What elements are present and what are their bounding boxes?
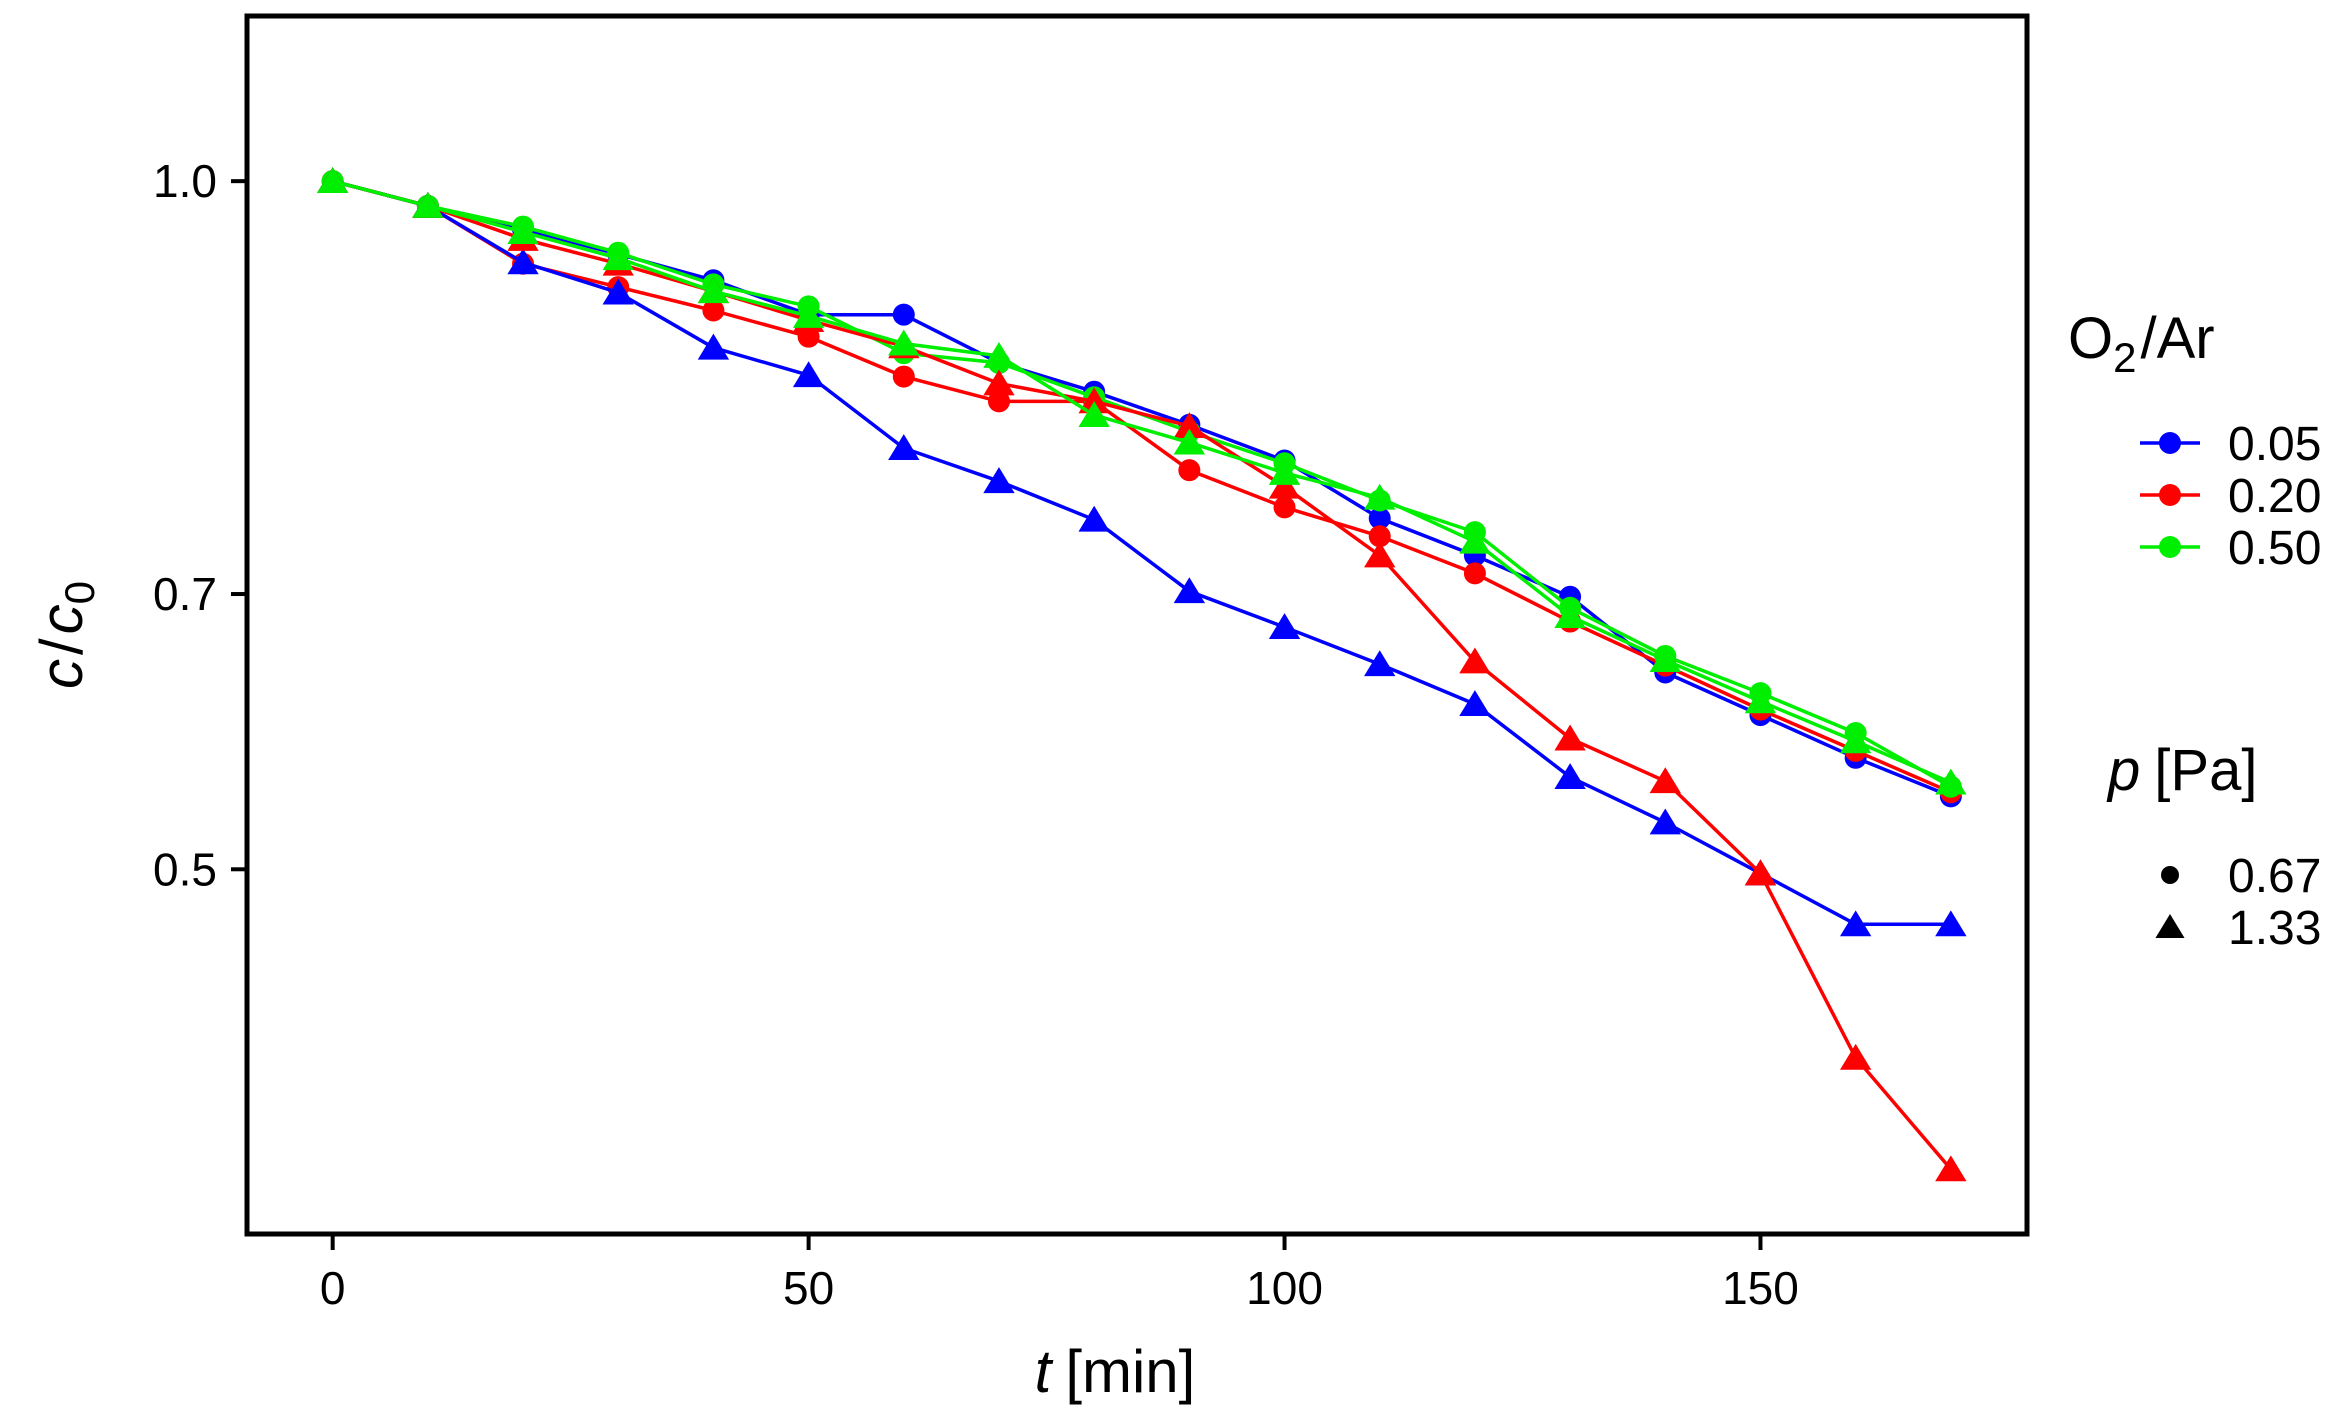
y-axis-ticks: 0.5 0.7 1.0 — [153, 155, 247, 895]
data-point — [1649, 808, 1681, 835]
data-point — [1839, 910, 1872, 937]
legend-entry-0.50: 0.50 — [2140, 522, 2321, 575]
data-point — [702, 299, 725, 322]
series-layer — [316, 167, 1967, 1182]
data-point — [1268, 472, 1301, 499]
x-axis-ticks: 0 50 100 150 — [320, 1234, 1799, 1314]
data-point — [983, 369, 1015, 396]
series-0.20-circle — [321, 170, 1962, 804]
data-point — [888, 434, 920, 461]
legend-label: 1.33 — [2228, 902, 2321, 955]
data-point — [1268, 458, 1301, 485]
y-axis-label: c/c0 — [28, 581, 103, 689]
data-point — [412, 191, 444, 218]
series-0.50-circle — [321, 170, 1962, 798]
data-point — [697, 333, 730, 360]
series-line — [332, 179, 1952, 794]
series-line — [332, 179, 1953, 1171]
data-point — [1078, 401, 1110, 428]
data-point — [1078, 387, 1110, 414]
legend-ratio-entries: 0.050.200.50 — [2140, 418, 2321, 575]
legend-pressure-entries: 0.671.33 — [2155, 850, 2321, 955]
legend-label: 0.67 — [2228, 850, 2321, 903]
data-point — [1459, 527, 1491, 554]
series-line — [332, 179, 1952, 785]
data-point — [1364, 541, 1396, 568]
legend-marker — [2159, 484, 2181, 506]
data-point — [1839, 727, 1872, 754]
series-0.05-circle — [321, 170, 1962, 808]
legend-marker — [2161, 866, 2179, 884]
data-point — [1649, 646, 1681, 672]
data-point — [1178, 459, 1201, 482]
data-point — [1459, 690, 1491, 717]
legend-label: 0.05 — [2228, 418, 2321, 471]
data-point — [1935, 768, 1967, 795]
data-point — [697, 277, 730, 304]
data-point — [1554, 724, 1586, 751]
data-point — [602, 244, 634, 271]
data-point — [1364, 650, 1396, 677]
data-point — [1078, 505, 1110, 532]
data-point — [507, 248, 539, 275]
data-point — [1649, 767, 1681, 794]
data-point — [892, 365, 915, 388]
data-point — [1173, 428, 1206, 455]
series-line — [332, 179, 1951, 927]
series-line — [332, 179, 1952, 798]
data-point — [1935, 1155, 1967, 1182]
data-point — [1173, 412, 1206, 439]
data-point — [316, 167, 349, 194]
y-tick-label: 1.0 — [153, 155, 217, 207]
data-point — [1744, 687, 1777, 714]
data-point — [892, 303, 915, 326]
y-tick-label: 0.5 — [153, 843, 217, 895]
x-tick-label: 0 — [320, 1262, 346, 1314]
series-0.20-triangle — [316, 167, 1967, 1182]
x-tick-label: 150 — [1722, 1262, 1799, 1314]
series-line — [332, 179, 1952, 789]
series-0.50-triangle — [316, 167, 1967, 795]
data-point — [1173, 577, 1206, 604]
data-point — [1935, 910, 1967, 937]
data-point — [792, 361, 825, 388]
data-point — [1744, 859, 1777, 886]
legend-label: 0.50 — [2228, 522, 2321, 575]
data-point — [1839, 1043, 1872, 1070]
data-point — [1554, 763, 1586, 789]
legend-entry-0.67: 0.67 — [2161, 850, 2321, 903]
data-point — [1554, 602, 1586, 628]
data-point — [1273, 496, 1296, 519]
x-tick-label: 50 — [783, 1262, 834, 1314]
legend-marker — [2159, 536, 2181, 558]
legend-ratio-title: O2/Ar — [2068, 306, 2215, 381]
data-point — [1368, 525, 1391, 548]
y-tick-label: 0.7 — [153, 568, 217, 620]
legend-pressure-title: p [Pa] — [2106, 738, 2257, 803]
legend-label: 0.20 — [2228, 470, 2321, 523]
x-axis-label: t [min] — [1035, 1338, 1196, 1405]
data-point — [1368, 507, 1391, 530]
x-tick-label: 100 — [1246, 1262, 1323, 1314]
data-point — [602, 278, 634, 305]
data-point — [1364, 483, 1396, 510]
data-point — [983, 341, 1015, 368]
legend: O2/Ar 0.050.200.50 p [Pa] 0.671.33 — [2068, 306, 2321, 955]
data-point — [1463, 562, 1486, 585]
legend-entry-0.20: 0.20 — [2140, 470, 2321, 523]
data-point — [987, 390, 1010, 413]
plot-frame — [244, 13, 2030, 1237]
legend-entry-1.33: 1.33 — [2155, 902, 2321, 955]
legend-marker — [2155, 914, 2185, 939]
legend-entry-0.05: 0.05 — [2140, 418, 2321, 471]
data-point — [507, 218, 539, 244]
data-point — [1459, 647, 1491, 674]
data-point — [1268, 613, 1301, 639]
data-point — [983, 467, 1015, 494]
legend-marker — [2159, 432, 2181, 454]
data-point — [888, 329, 920, 356]
series-0.05-triangle — [316, 167, 1967, 937]
data-point — [792, 302, 825, 328]
